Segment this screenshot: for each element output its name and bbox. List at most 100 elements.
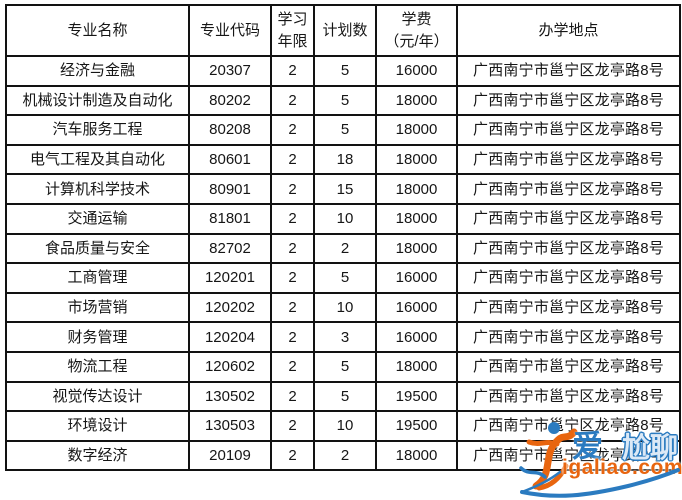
table-cell: 16000 <box>375 55 458 87</box>
column-header-4: 学费 （元/年） <box>375 4 458 57</box>
table-row: 汽车服务工程 80208 2 5 18000 广西南宁市邕宁区龙亭路8号 <box>5 114 681 146</box>
table-cell: 20109 <box>188 439 272 472</box>
table-cell: 工商管理 <box>5 262 190 294</box>
column-header-0: 专业名称 <box>5 4 190 57</box>
table-row: 数字经济 20109 2 2 18000 广西南宁市邕宁区龙亭路8号 <box>5 439 681 472</box>
table-cell: 5 <box>313 262 377 294</box>
table-cell: 2 <box>270 143 315 176</box>
table-row: 市场营销 120202 2 10 16000 广西南宁市邕宁区龙亭路8号 <box>5 291 681 324</box>
table-cell: 广西南宁市邕宁区龙亭路8号 <box>456 321 681 353</box>
table-cell: 2 <box>270 262 315 294</box>
table-cell: 2 <box>270 380 315 413</box>
table-cell: 2 <box>270 410 315 442</box>
table-cell: 3 <box>313 321 377 353</box>
table-cell: 市场营销 <box>5 291 190 324</box>
table-cell: 机械设计制造及自动化 <box>5 84 190 117</box>
table-cell: 广西南宁市邕宁区龙亭路8号 <box>456 232 681 265</box>
table-cell: 18000 <box>375 173 458 205</box>
table-cell: 广西南宁市邕宁区龙亭路8号 <box>456 291 681 324</box>
table-cell: 2 <box>270 114 315 146</box>
table-row: 食品质量与安全 82702 2 2 18000 广西南宁市邕宁区龙亭路8号 <box>5 232 681 265</box>
table-cell: 18000 <box>375 232 458 265</box>
table-cell: 2 <box>313 232 377 265</box>
table-row: 视觉传达设计 130502 2 5 19500 广西南宁市邕宁区龙亭路8号 <box>5 380 681 413</box>
table-cell: 130503 <box>188 410 272 442</box>
table-cell: 120201 <box>188 262 272 294</box>
table-row: 电气工程及其自动化 80601 2 18 18000 广西南宁市邕宁区龙亭路8号 <box>5 143 681 176</box>
admissions-table: 专业名称 专业代码 学习 年限 计划数 学费 （元/年） 办学地点 经济与金融 20307 2 5 1… <box>5 4 681 472</box>
table-cell: 120204 <box>188 321 272 353</box>
table-cell: 81801 <box>188 202 272 235</box>
column-header-2: 学习 年限 <box>270 4 315 57</box>
table-cell: 2 <box>313 439 377 472</box>
table-cell: 5 <box>313 84 377 117</box>
table-cell: 2 <box>270 232 315 265</box>
table-cell: 计算机科学技术 <box>5 173 190 205</box>
table-cell: 交通运输 <box>5 202 190 235</box>
table-row: 机械设计制造及自动化 80202 2 5 18000 广西南宁市邕宁区龙亭路8号 <box>5 84 681 117</box>
table-cell: 2 <box>270 321 315 353</box>
table-cell: 80208 <box>188 114 272 146</box>
table-cell: 广西南宁市邕宁区龙亭路8号 <box>456 173 681 205</box>
table-row: 交通运输 81801 2 10 18000 广西南宁市邕宁区龙亭路8号 <box>5 202 681 235</box>
table-cell: 2 <box>270 291 315 324</box>
table-cell: 10 <box>313 410 377 442</box>
table-cell: 19500 <box>375 380 458 413</box>
table-cell: 16000 <box>375 262 458 294</box>
table-cell: 食品质量与安全 <box>5 232 190 265</box>
table-cell: 广西南宁市邕宁区龙亭路8号 <box>456 143 681 176</box>
table-cell: 财务管理 <box>5 321 190 353</box>
table-row: 工商管理 120201 2 5 16000 广西南宁市邕宁区龙亭路8号 <box>5 262 681 294</box>
table-cell: 19500 <box>375 410 458 442</box>
table-cell: 2 <box>270 55 315 87</box>
table-cell: 120602 <box>188 350 272 383</box>
table-row: 财务管理 120204 2 3 16000 广西南宁市邕宁区龙亭路8号 <box>5 321 681 353</box>
table-cell: 18000 <box>375 350 458 383</box>
table-cell: 汽车服务工程 <box>5 114 190 146</box>
table-cell: 5 <box>313 55 377 87</box>
table-cell: 5 <box>313 380 377 413</box>
table-row: 经济与金融 20307 2 5 16000 广西南宁市邕宁区龙亭路8号 <box>5 55 681 87</box>
table-cell: 广西南宁市邕宁区龙亭路8号 <box>456 55 681 87</box>
table-cell: 120202 <box>188 291 272 324</box>
table-cell: 广西南宁市邕宁区龙亭路8号 <box>456 350 681 383</box>
table-cell: 18000 <box>375 439 458 472</box>
table-cell: 广西南宁市邕宁区龙亭路8号 <box>456 410 681 442</box>
table-cell: 2 <box>270 84 315 117</box>
table-row: 计算机科学技术 80901 2 15 18000 广西南宁市邕宁区龙亭路8号 <box>5 173 681 205</box>
table-cell: 18000 <box>375 114 458 146</box>
table-cell: 82702 <box>188 232 272 265</box>
table-cell: 80901 <box>188 173 272 205</box>
table-cell: 18000 <box>375 202 458 235</box>
table-cell: 2 <box>270 439 315 472</box>
table-cell: 广西南宁市邕宁区龙亭路8号 <box>456 202 681 235</box>
table-cell: 经济与金融 <box>5 55 190 87</box>
table-row: 物流工程 120602 2 5 18000 广西南宁市邕宁区龙亭路8号 <box>5 350 681 383</box>
table-cell: 80202 <box>188 84 272 117</box>
table-cell: 2 <box>270 202 315 235</box>
table-cell: 20307 <box>188 55 272 87</box>
table-cell: 80601 <box>188 143 272 176</box>
table-cell: 18000 <box>375 143 458 176</box>
table-cell: 10 <box>313 202 377 235</box>
table-cell: 视觉传达设计 <box>5 380 190 413</box>
table-cell: 5 <box>313 350 377 383</box>
table-cell: 广西南宁市邕宁区龙亭路8号 <box>456 262 681 294</box>
table-cell: 18 <box>313 143 377 176</box>
table-cell: 环境设计 <box>5 410 190 442</box>
table-cell: 广西南宁市邕宁区龙亭路8号 <box>456 439 681 472</box>
table-cell: 15 <box>313 173 377 205</box>
table-cell: 18000 <box>375 84 458 117</box>
column-header-5: 办学地点 <box>456 4 681 57</box>
table-cell: 2 <box>270 173 315 205</box>
table-cell: 物流工程 <box>5 350 190 383</box>
table-cell: 电气工程及其自动化 <box>5 143 190 176</box>
table-cell: 130502 <box>188 380 272 413</box>
table-cell: 广西南宁市邕宁区龙亭路8号 <box>456 380 681 413</box>
table-row: 环境设计 130503 2 10 19500 广西南宁市邕宁区龙亭路8号 <box>5 410 681 442</box>
table-cell: 数字经济 <box>5 439 190 472</box>
column-header-1: 专业代码 <box>188 4 272 57</box>
table-cell: 5 <box>313 114 377 146</box>
table-cell: 10 <box>313 291 377 324</box>
